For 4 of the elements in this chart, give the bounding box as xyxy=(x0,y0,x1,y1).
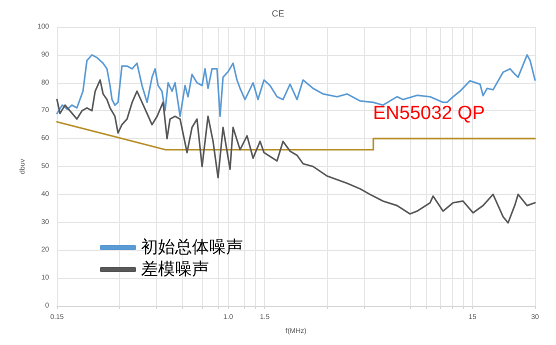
legend-label: 初始总体噪声 xyxy=(141,238,243,258)
chart-title: CE xyxy=(272,8,284,18)
legend-label: 差模噪声 xyxy=(141,260,209,280)
annotation: EN55032 QP xyxy=(373,103,485,124)
